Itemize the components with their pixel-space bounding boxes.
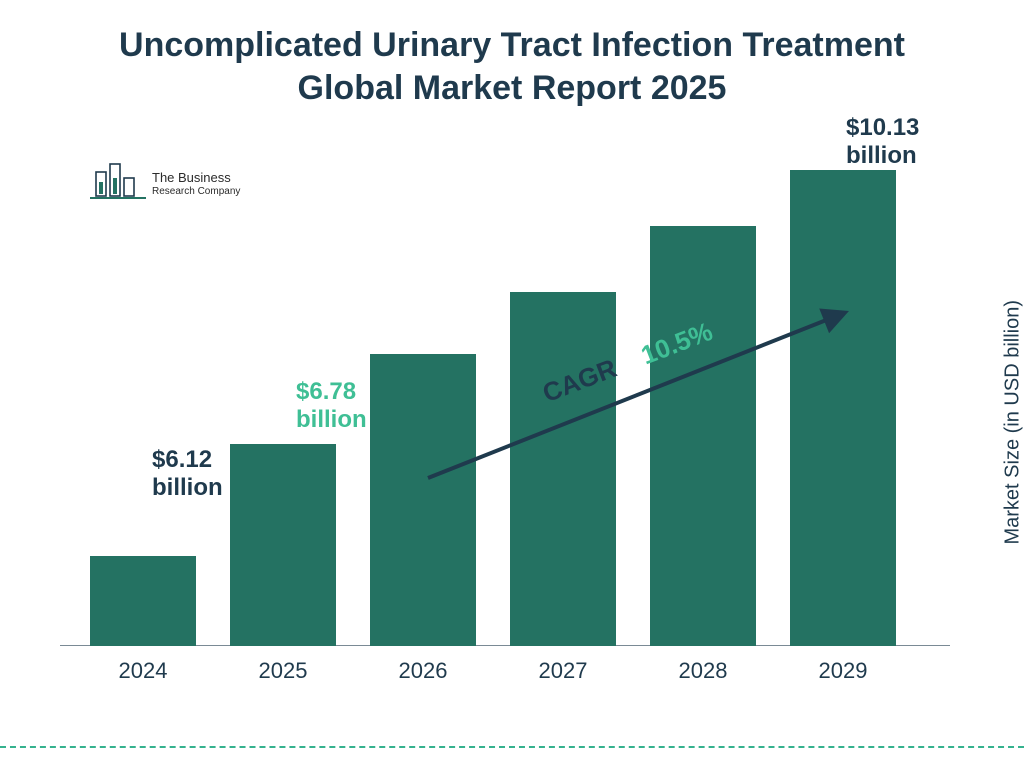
x-tick-label: 2025 [213, 658, 353, 684]
bottom-divider [0, 746, 1024, 748]
x-tick-label: 2026 [353, 658, 493, 684]
x-tick-label: 2027 [493, 658, 633, 684]
arrow-icon [420, 305, 860, 505]
cagr-arrow-group: CAGR 10.5% [420, 305, 860, 505]
x-tick-label: 2024 [73, 658, 213, 684]
bar-chart: CAGR 10.5% 202420252026202720282029$6.12… [90, 150, 930, 690]
value-label: $6.78billion [296, 378, 367, 433]
bar [90, 556, 196, 646]
bar [230, 444, 336, 646]
x-tick-label: 2028 [633, 658, 773, 684]
value-label: $10.13 billion [846, 114, 930, 169]
chart-title: Uncomplicated Urinary Tract Infection Tr… [0, 24, 1024, 109]
x-tick-label: 2029 [773, 658, 913, 684]
value-label: $6.12billion [152, 446, 223, 501]
y-axis-label: Market Size (in USD billion) [1002, 300, 1024, 545]
